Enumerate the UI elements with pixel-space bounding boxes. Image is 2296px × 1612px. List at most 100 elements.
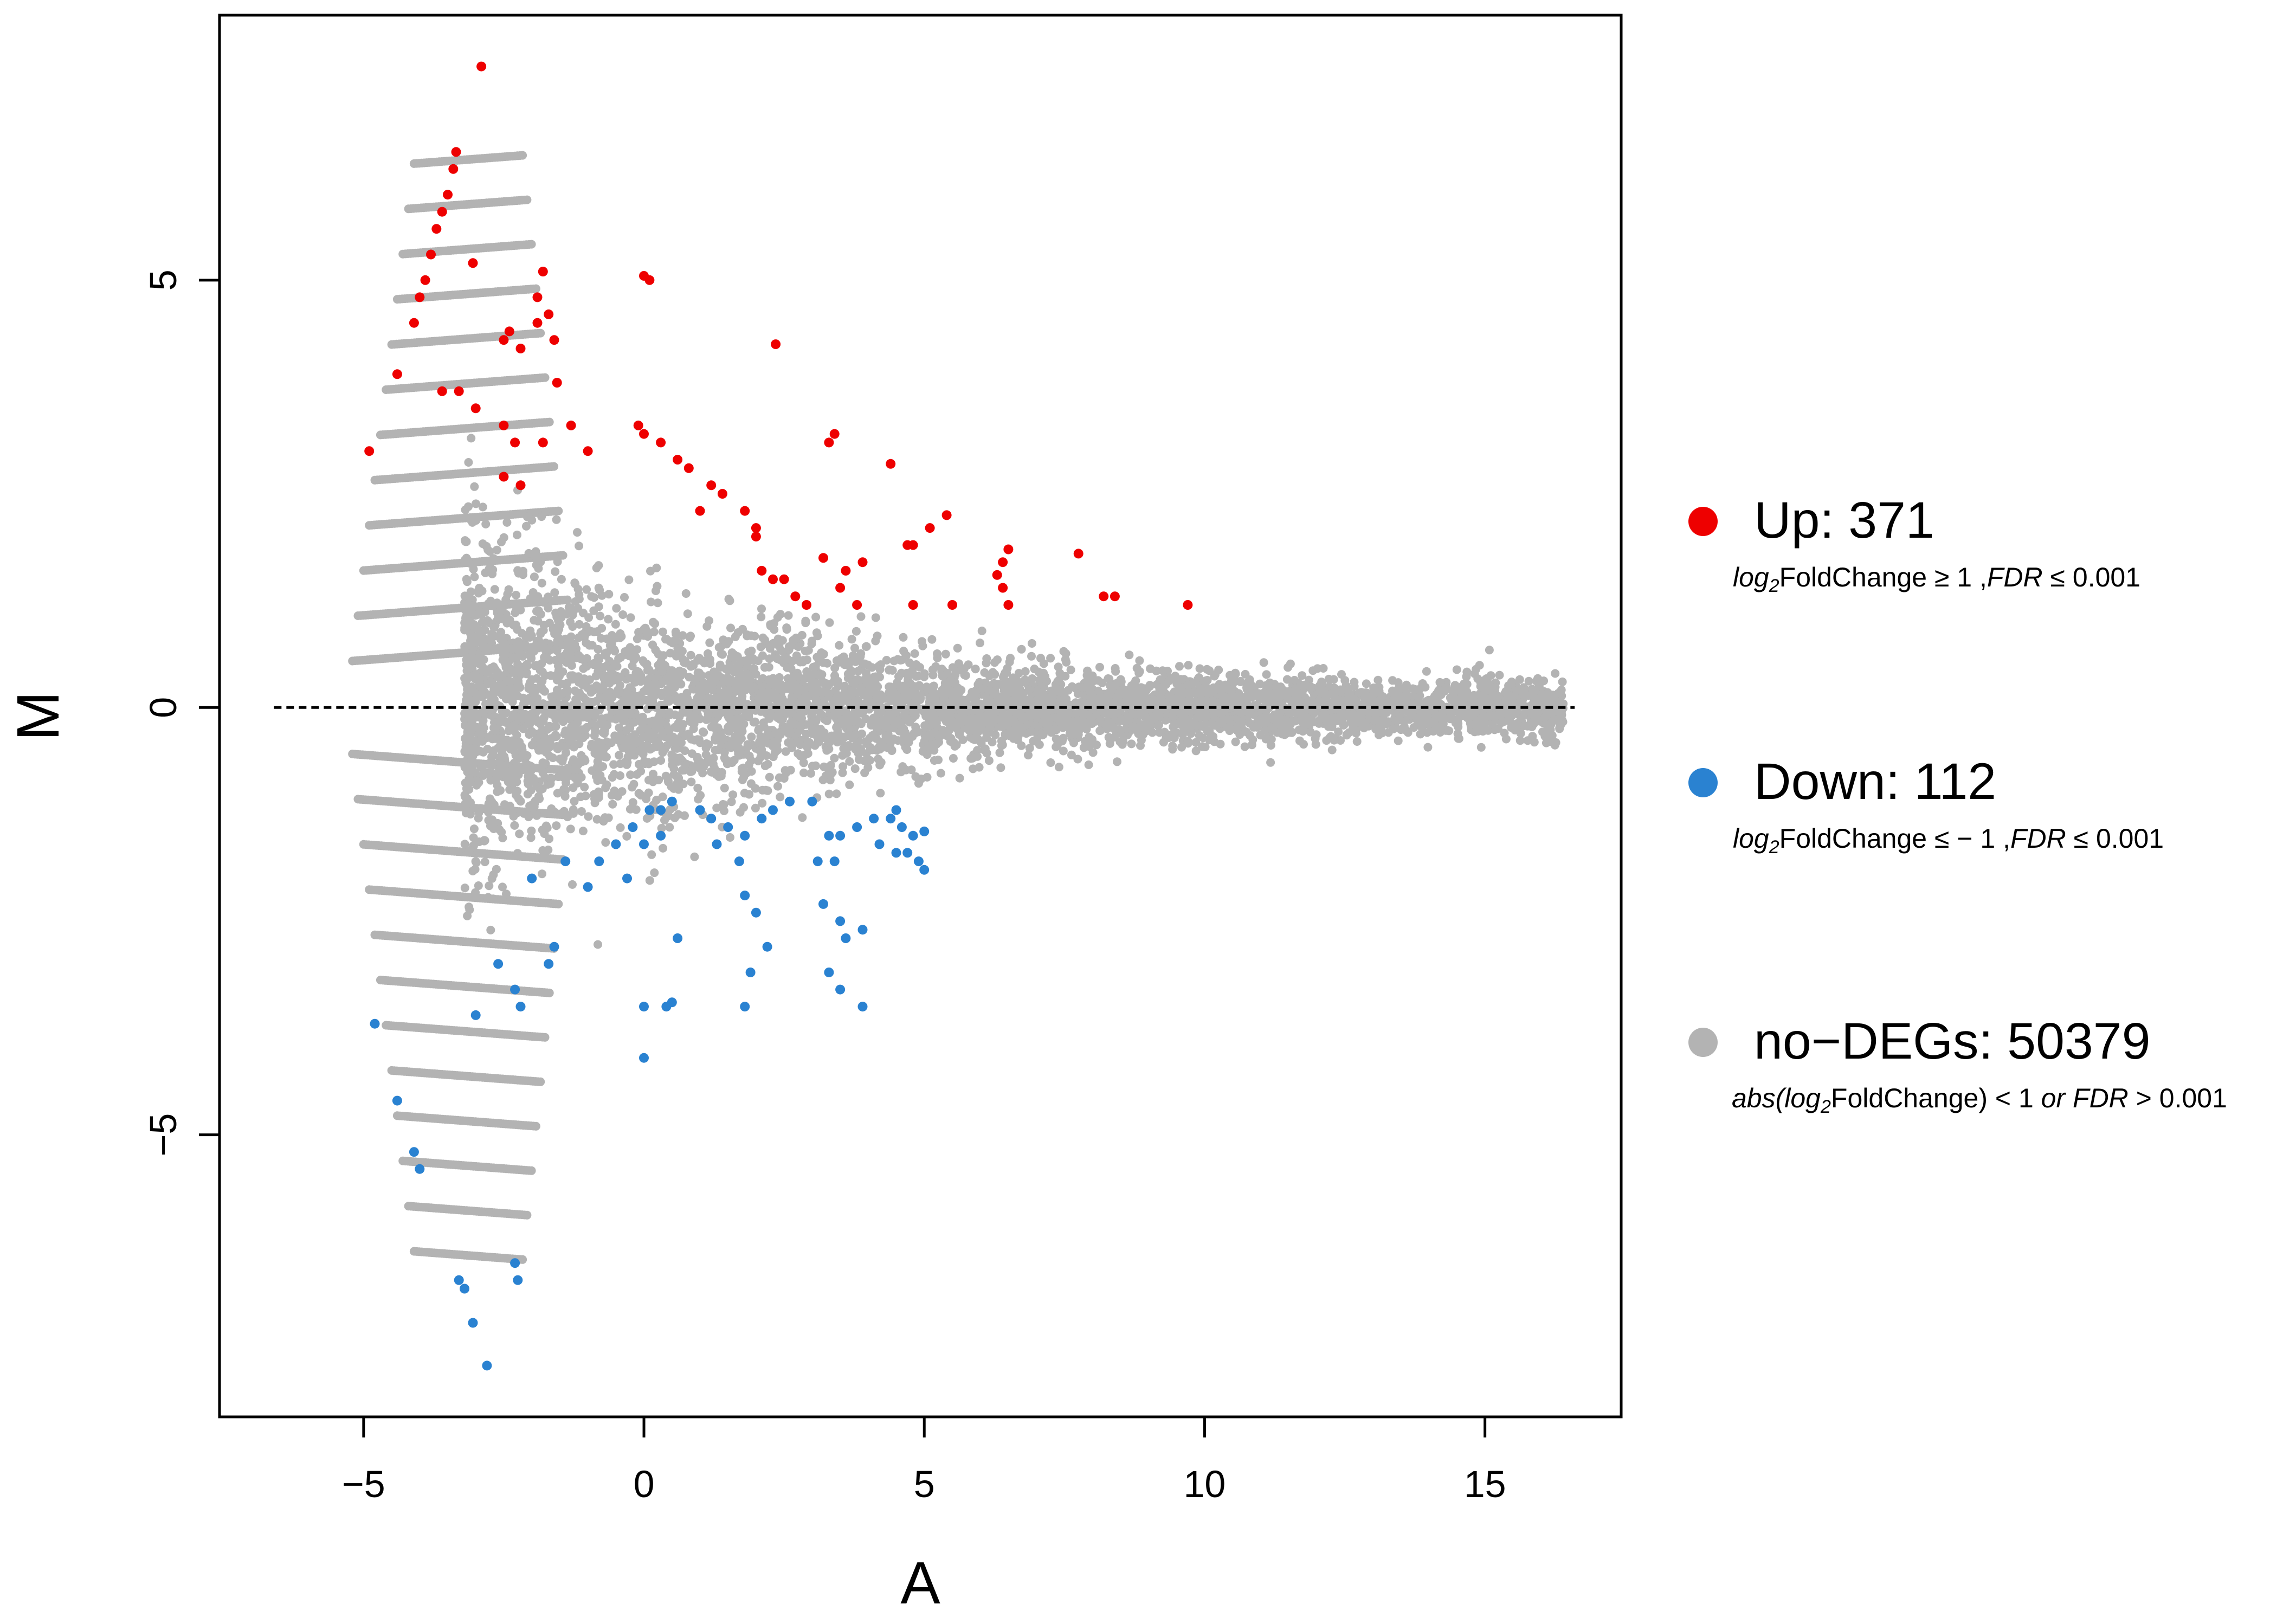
nodeg-point <box>1336 736 1345 745</box>
nodeg-point <box>470 482 479 491</box>
nodeg-point <box>498 882 507 892</box>
nodeg-point <box>765 772 774 782</box>
nodeg-point <box>1362 679 1371 688</box>
nodeg-point <box>1452 665 1461 674</box>
nodeg-point <box>552 675 562 685</box>
nodeg-point <box>835 641 844 650</box>
nodeg-point <box>564 603 573 612</box>
nodeg-point <box>832 789 841 798</box>
nodeg-point <box>1495 670 1504 680</box>
nodeg-point <box>953 643 962 653</box>
nodeg-point <box>656 756 666 765</box>
nodeg-point <box>460 840 469 849</box>
nodeg-point <box>512 590 520 599</box>
nodeg-point <box>470 572 479 582</box>
nodeg-point <box>531 796 540 805</box>
nodeg-point <box>575 620 584 629</box>
nodeg-point <box>1524 676 1533 686</box>
nodeg-point <box>551 722 560 731</box>
nodeg-point <box>818 775 828 784</box>
nodeg-point <box>584 812 593 821</box>
nodeg-point <box>460 674 469 683</box>
nodeg-point <box>496 628 506 637</box>
nodeg-point <box>464 458 473 467</box>
nodeg-point <box>1462 667 1472 676</box>
nodeg-point <box>558 551 567 560</box>
nodeg-point <box>554 899 563 908</box>
nodeg-point <box>531 1121 540 1131</box>
nodeg-point <box>596 611 605 621</box>
nodeg-point <box>557 575 566 584</box>
nodeg-point <box>499 637 508 646</box>
nodeg-point <box>505 785 514 794</box>
nodeg-point <box>493 598 502 608</box>
nodeg-point <box>545 988 554 997</box>
nodeg-point <box>756 642 765 652</box>
nodeg-point <box>485 881 494 891</box>
nodeg-point <box>770 748 779 757</box>
nodeg-point <box>1515 736 1525 745</box>
nodeg-point <box>808 762 817 771</box>
nodeg-point <box>882 656 891 665</box>
nodeg-point <box>760 762 770 770</box>
nodeg-point <box>1191 738 1201 747</box>
nodeg-point <box>481 519 491 528</box>
nodeg-point <box>578 733 588 743</box>
nodeg-point <box>537 578 546 588</box>
nodeg-point <box>545 417 554 427</box>
nodeg-point <box>465 902 474 912</box>
nodeg-point <box>460 884 469 893</box>
nodeg-point <box>1195 673 1203 682</box>
nodeg-point <box>578 827 588 836</box>
nodeg-point <box>678 631 687 640</box>
nodeg-point <box>551 567 560 576</box>
nodeg-point <box>531 284 540 293</box>
nodeg-point <box>608 799 617 809</box>
nodeg-point <box>745 790 754 799</box>
nodeg-point <box>514 770 523 779</box>
nodeg-point <box>1311 734 1320 743</box>
nodeg-point <box>1024 751 1033 760</box>
nodeg-point <box>722 640 731 649</box>
nodeg-point <box>1262 670 1271 679</box>
nodeg-point <box>488 750 498 759</box>
nodeg-point <box>524 813 533 822</box>
nodeg-point <box>527 826 536 835</box>
nodeg-point <box>622 831 631 841</box>
nodeg-point <box>683 609 692 618</box>
nodeg-point <box>628 798 637 807</box>
nodeg-point <box>478 502 487 512</box>
nodeg-point <box>726 623 735 633</box>
nodeg-point <box>1195 664 1204 673</box>
nodeg-point <box>693 783 702 792</box>
nodeg-point <box>1422 667 1431 676</box>
nodeg-point <box>1095 662 1104 672</box>
nodeg-point <box>1516 729 1525 738</box>
nodeg-point <box>527 1166 536 1175</box>
nodeg-point <box>798 813 807 822</box>
nodeg-point <box>1118 740 1127 749</box>
nodeg-point <box>818 658 828 667</box>
nodeg-point <box>902 745 912 754</box>
nodeg-point <box>563 595 572 604</box>
nodeg-point <box>580 783 589 792</box>
nodeg-point <box>480 857 489 867</box>
nodeg-point <box>1083 666 1092 675</box>
nodeg-point <box>1453 729 1462 738</box>
nodeg-point <box>971 665 980 674</box>
nodeg-point <box>1059 746 1068 756</box>
nodeg-point <box>523 790 532 798</box>
nodeg-point <box>1156 675 1165 684</box>
nodeg-point <box>608 791 616 800</box>
nodeg-point <box>618 610 628 619</box>
nodeg-point <box>617 787 627 796</box>
nodeg-point <box>467 434 476 443</box>
nodeg-point <box>847 635 856 644</box>
nodeg-point <box>645 876 654 885</box>
nodeg-point <box>681 589 691 598</box>
nodeg-point <box>552 515 561 524</box>
nodeg-point <box>580 755 589 764</box>
nodeg-point <box>515 829 524 839</box>
nodeg-point <box>504 585 513 594</box>
nodeg-point <box>1028 674 1037 683</box>
